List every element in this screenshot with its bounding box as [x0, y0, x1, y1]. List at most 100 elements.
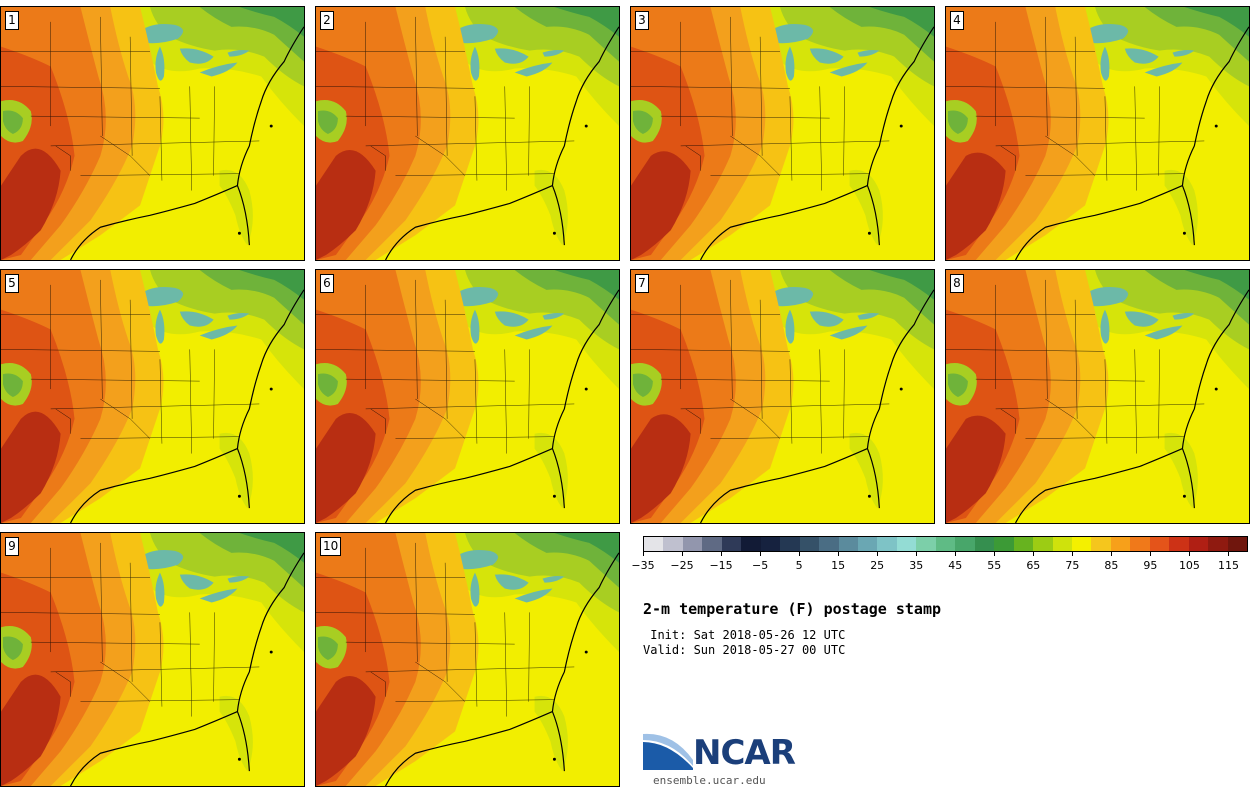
- colorbar-tick-label: 5: [795, 559, 803, 572]
- colorbar-tick: [1111, 552, 1113, 556]
- colorbar-tick: [916, 552, 918, 556]
- colorbar-tick: [1189, 552, 1191, 556]
- colorbar-swatches: [643, 536, 1248, 552]
- colorbar-cell: [838, 537, 858, 551]
- colorbar-cell: [644, 537, 664, 551]
- member-label: 3: [635, 11, 649, 30]
- colorbar-cell: [857, 537, 878, 551]
- colorbar-cell: [1169, 537, 1189, 551]
- colorbar-tick: [1072, 552, 1074, 556]
- member-panel[interactable]: 5: [0, 269, 305, 524]
- colorbar-tick-label: 95: [1143, 559, 1158, 572]
- colorbar-tick-label: 85: [1104, 559, 1119, 572]
- forecast-map: [316, 270, 619, 523]
- colorbar-cell: [741, 537, 761, 551]
- member-panel[interactable]: 1: [0, 6, 305, 261]
- colorbar-cell: [1091, 537, 1111, 551]
- forecast-map: [631, 270, 934, 523]
- colorbar-tick: [877, 552, 879, 556]
- colorbar-cell: [663, 537, 683, 551]
- colorbar-tick: [1228, 552, 1230, 556]
- colorbar-tick-label: 15: [831, 559, 846, 572]
- ncar-logo[interactable]: NCAR ensemble.ucar.edu: [643, 730, 796, 787]
- colorbar-cell: [702, 537, 722, 551]
- member-label: 4: [950, 11, 964, 30]
- member-panel[interactable]: 9: [0, 532, 305, 787]
- member-panel[interactable]: 7: [630, 269, 935, 524]
- colorbar-tick: [838, 552, 840, 556]
- run-info: Init: Sat 2018-05-26 12 UTC Valid: Sun 2…: [643, 628, 845, 658]
- colorbar-cell: [935, 537, 956, 551]
- colorbar-ticks: −35 −25 −15 −5 5 15 25 35 45 55 65 75 85 95 105 115: [631, 552, 1248, 572]
- colorbar-cell: [799, 537, 820, 551]
- member-label: 8: [950, 274, 964, 293]
- member-label: 6: [320, 274, 334, 293]
- colorbar-cell: [955, 537, 975, 551]
- colorbar-cell: [780, 537, 800, 551]
- colorbar-cell: [721, 537, 742, 551]
- colorbar-tick: [760, 552, 762, 556]
- member-panel[interactable]: 4: [945, 6, 1250, 261]
- colorbar-cell: [916, 537, 936, 551]
- forecast-map: [316, 7, 619, 260]
- init-time: Init: Sat 2018-05-26 12 UTC: [643, 628, 846, 642]
- colorbar-cell: [1227, 537, 1248, 551]
- colorbar-tick-label: 75: [1065, 559, 1080, 572]
- member-panel[interactable]: 10: [315, 532, 620, 787]
- colorbar-tick: [1150, 552, 1152, 556]
- colorbar-tick: [1033, 552, 1035, 556]
- colorbar-tick-label: 35: [909, 559, 924, 572]
- forecast-map: [946, 270, 1249, 523]
- colorbar-cell: [1033, 537, 1053, 551]
- colorbar-cell: [896, 537, 917, 551]
- member-label: 5: [5, 274, 19, 293]
- colorbar-tick: [955, 552, 957, 556]
- member-panel[interactable]: 6: [315, 269, 620, 524]
- colorbar-cell: [1149, 537, 1170, 551]
- colorbar-cell: [974, 537, 995, 551]
- member-label: 10: [320, 537, 342, 556]
- colorbar-tick-label: −25: [670, 559, 694, 572]
- forecast-map: [631, 7, 934, 260]
- member-panel[interactable]: 3: [630, 6, 935, 261]
- colorbar-tick-label: −35: [631, 559, 655, 572]
- colorbar-tick-label: 25: [870, 559, 885, 572]
- colorbar-cell: [877, 537, 897, 551]
- temperature-colorbar: −35 −25 −15 −5 5 15 25 35 45 55 65 75 85 95 105 115: [631, 536, 1248, 576]
- colorbar-cell: [1052, 537, 1072, 551]
- forecast-map: [1, 7, 304, 260]
- colorbar-cell: [1130, 537, 1150, 551]
- ncar-logo-mark: [643, 733, 693, 770]
- colorbar-cell: [994, 537, 1014, 551]
- forecast-map: [316, 533, 619, 786]
- member-label: 1: [5, 11, 19, 30]
- colorbar-tick-label: −15: [709, 559, 733, 572]
- colorbar-tick: [682, 552, 684, 556]
- figure-title: 2-m temperature (F) postage stamp: [643, 600, 942, 618]
- colorbar-tick-label: 55: [987, 559, 1002, 572]
- colorbar-cell: [819, 537, 839, 551]
- ncar-wordmark: NCAR: [693, 733, 796, 773]
- member-label: 7: [635, 274, 649, 293]
- colorbar-tick: [721, 552, 723, 556]
- colorbar-cell: [1071, 537, 1092, 551]
- colorbar-tick-label: −5: [751, 559, 769, 572]
- colorbar-cell: [682, 537, 703, 551]
- colorbar-tick: [643, 552, 644, 556]
- colorbar-tick-label: 115: [1217, 559, 1239, 572]
- member-panel[interactable]: 8: [945, 269, 1250, 524]
- ensemble-url[interactable]: ensemble.ucar.edu: [653, 774, 766, 787]
- colorbar-cell: [1013, 537, 1034, 551]
- colorbar-cell: [760, 537, 781, 551]
- valid-time: Valid: Sun 2018-05-27 00 UTC: [643, 643, 846, 657]
- member-label: 2: [320, 11, 334, 30]
- forecast-map: [946, 7, 1249, 260]
- colorbar-tick-label: 65: [1026, 559, 1041, 572]
- colorbar-tick: [994, 552, 996, 556]
- member-panel[interactable]: 2: [315, 6, 620, 261]
- colorbar-cell: [1110, 537, 1131, 551]
- member-label: 9: [5, 537, 19, 556]
- colorbar-tick-label: 105: [1178, 559, 1200, 572]
- colorbar-cell: [1188, 537, 1209, 551]
- colorbar-cell: [1208, 537, 1228, 551]
